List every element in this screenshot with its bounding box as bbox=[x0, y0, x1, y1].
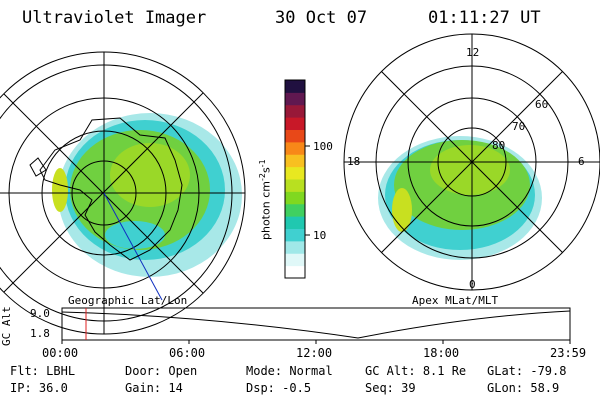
right-panel-label: Apex MLat/MLT bbox=[412, 294, 499, 307]
geographic-image-panel bbox=[0, 51, 246, 335]
status-glon: GLon: 58.9 bbox=[487, 381, 560, 395]
colorbar-tick-10: 10 bbox=[313, 229, 327, 242]
apex-image-panel bbox=[343, 33, 600, 291]
mlt-label-0: 0 bbox=[469, 278, 476, 291]
colorbar-unit-label: photon cm-2s-1 bbox=[258, 159, 273, 240]
colorbar-frame bbox=[284, 79, 306, 279]
status-glat: GLat: -79.8 bbox=[487, 364, 567, 378]
mlat-label-60: 60 bbox=[535, 98, 549, 111]
status-seq: Seq: 39 bbox=[365, 381, 416, 395]
colorbar bbox=[285, 80, 305, 279]
status-mode: Mode: Normal bbox=[246, 364, 333, 378]
coastline bbox=[39, 117, 183, 261]
colorbar-segment bbox=[285, 92, 305, 106]
status-gc-alt: GC Alt: 8.1 Re bbox=[365, 364, 467, 378]
colorbar-segment bbox=[285, 104, 305, 118]
altitude-xtick-0: 00:00 bbox=[42, 346, 79, 360]
header-date: 30 Oct 07 bbox=[275, 8, 368, 28]
altitude-xtick-3: 18:00 bbox=[423, 346, 460, 360]
colorbar-segment bbox=[285, 179, 305, 192]
altitude-ytick-high: 9.0 bbox=[30, 307, 50, 320]
altitude-ytick-low: 1.8 bbox=[30, 327, 50, 340]
mlt-label-12: 12 bbox=[466, 46, 480, 59]
status-gain: Gain: 14 bbox=[125, 381, 183, 395]
colorbar-segment bbox=[285, 203, 305, 217]
colorbar-segment bbox=[285, 129, 305, 143]
colorbar-segment bbox=[285, 154, 305, 168]
colorbar-segment bbox=[285, 80, 305, 93]
mlt-label-6: 6 bbox=[578, 155, 585, 168]
altitude-ylabel: GC Alt bbox=[0, 306, 13, 346]
colorbar-segment bbox=[285, 117, 305, 130]
altitude-xtick-4: 23:59 bbox=[550, 346, 587, 360]
mlat-label-70: 70 bbox=[512, 120, 526, 133]
colorbar-segment bbox=[285, 228, 305, 242]
colorbar-segment bbox=[285, 191, 305, 205]
header-time: 01:11:27 UT bbox=[428, 8, 541, 28]
altitude-curve bbox=[61, 310, 571, 339]
colorbar-segment bbox=[285, 265, 305, 279]
altitude-plot bbox=[61, 307, 571, 344]
colorbar-segment bbox=[285, 216, 305, 229]
left-panel-label: Geographic Lat/Lon bbox=[68, 294, 188, 307]
mlt-label-18: 18 bbox=[347, 155, 361, 168]
mlat-label-80: 80 bbox=[492, 139, 506, 152]
status-dsp: Dsp: -0.5 bbox=[246, 381, 312, 395]
altitude-xtick-1: 06:00 bbox=[169, 346, 206, 360]
status-flt: Flt: LBHL bbox=[10, 364, 76, 378]
colorbar-tick-100: 100 bbox=[313, 140, 333, 153]
colorbar-segment bbox=[285, 240, 305, 254]
colorbar-segment bbox=[285, 253, 305, 267]
status-ip: IP: 36.0 bbox=[10, 381, 68, 395]
app-title: Ultraviolet Imager bbox=[22, 8, 207, 28]
colorbar-segment bbox=[285, 141, 305, 155]
status-door: Door: Open bbox=[125, 364, 198, 378]
colorbar-segment bbox=[285, 166, 305, 180]
altitude-xtick-2: 12:00 bbox=[296, 346, 333, 360]
